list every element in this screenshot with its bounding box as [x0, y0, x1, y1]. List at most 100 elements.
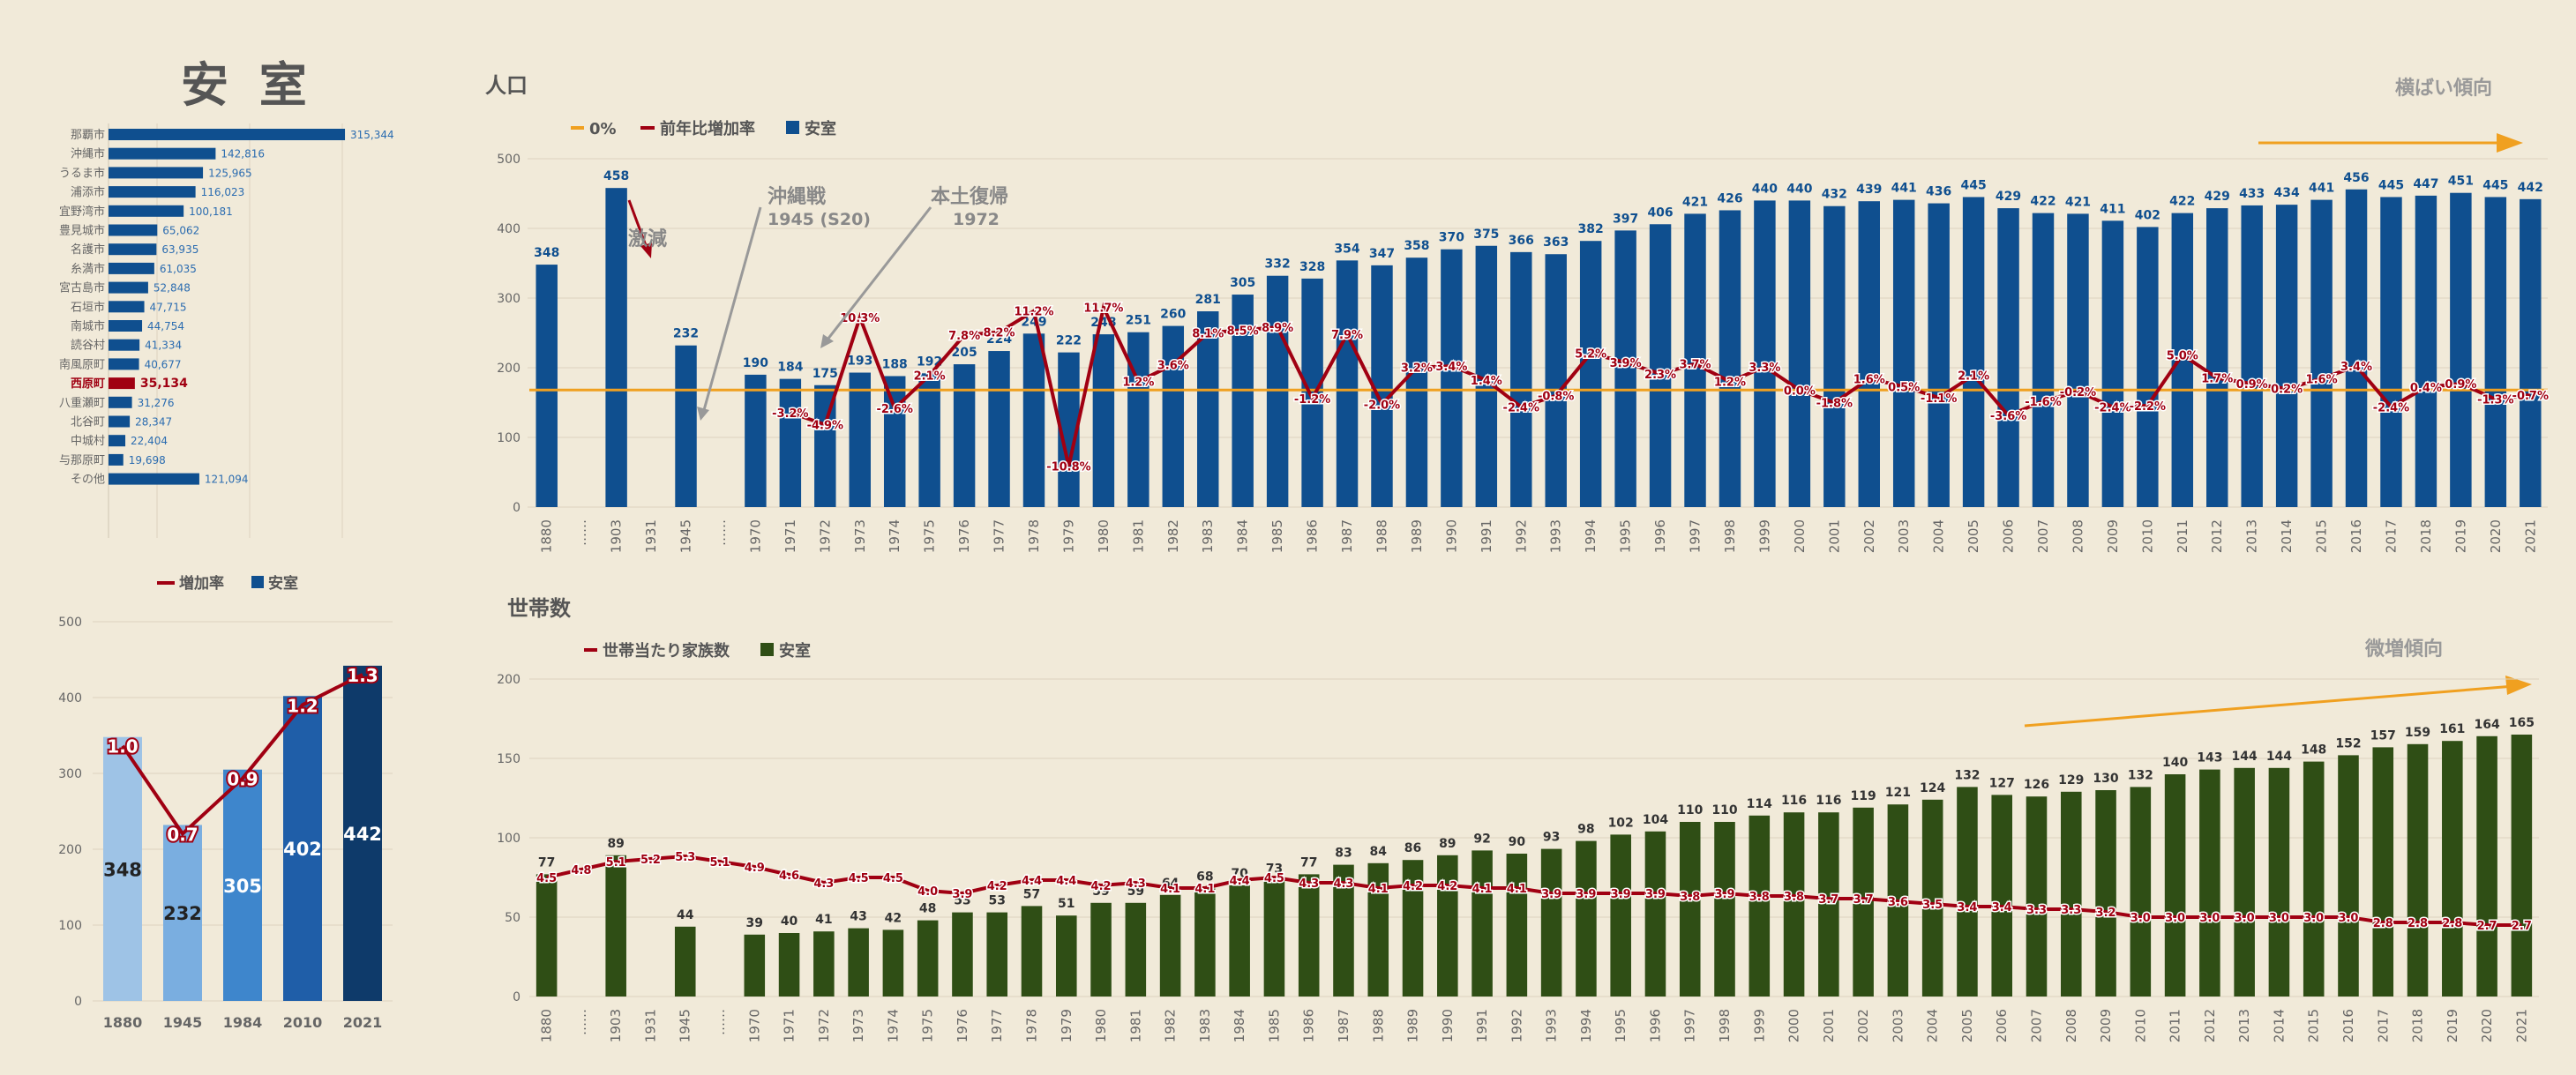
ranking-bar [109, 415, 131, 428]
population-bar-label: 347 [1369, 247, 1395, 261]
population-growth-line [790, 302, 2531, 467]
population-bar-label: 442 [2518, 181, 2543, 195]
households-bar-label: 92 [1473, 832, 1490, 846]
population-growth-label: 11.7% [1083, 302, 1123, 316]
population-bar [1197, 311, 1219, 507]
population-growth-label: 2.1% [914, 370, 946, 383]
households-family-label: 4.1 [1472, 883, 1493, 896]
population-xtick: 1971 [783, 519, 798, 553]
households-family-label: 4.1 [1368, 883, 1389, 896]
population-bar [2484, 197, 2507, 507]
households-bar [813, 931, 835, 997]
population-bar-label: 441 [2309, 182, 2334, 196]
small-rate-label: 0.7 [167, 824, 198, 845]
households-family-label: 4.4 [1022, 875, 1042, 888]
households-bar [1506, 854, 1528, 997]
population-bar [988, 351, 1010, 507]
population-legend-zero: 0% [589, 120, 617, 138]
population-xtick: 1979 [1060, 519, 1076, 553]
ranking-value-label: 100,181 [189, 205, 233, 218]
ranking-category-label: 北谷町 [71, 416, 105, 429]
population-bar [1441, 249, 1463, 507]
population-bar [1127, 332, 1149, 507]
households-bar-label: 140 [2162, 756, 2188, 770]
households-bar [1367, 862, 1389, 997]
population-growth-label: 0.2% [2271, 384, 2303, 397]
population-xtick: 1983 [1200, 519, 1216, 553]
population-growth-label: -1.1% [1921, 392, 1957, 406]
households-xtick: 1988 [1370, 1009, 1386, 1042]
ranking-bar [109, 243, 157, 256]
population-xtick: 1977 [992, 519, 1007, 553]
households-family-label: 3.9 [1541, 888, 1561, 901]
households-bar-label: 132 [2128, 768, 2153, 782]
population-bar [953, 364, 976, 507]
households-xtick: 1880 [539, 1009, 555, 1042]
households-bar-label: 48 [919, 902, 936, 916]
ranking-category-label: 八重瀬町 [59, 396, 105, 410]
ranking-bar [109, 473, 199, 485]
households-trend-arrowhead [2505, 676, 2532, 695]
population-growth-label: -1.6% [2025, 396, 2061, 409]
households-xtick: 1903 [608, 1009, 624, 1042]
households-bar [2130, 787, 2152, 997]
households-bar [1576, 840, 1597, 997]
households-xtick: …… [712, 1009, 728, 1035]
households-family-label: 3.7 [1818, 893, 1838, 907]
population-bar [1092, 334, 1115, 507]
households-family-label: 3.0 [2165, 912, 2185, 925]
small-bar-value: 442 [343, 824, 382, 845]
population-bar [605, 188, 627, 507]
households-bar [848, 928, 869, 997]
population-bar-label: 190 [743, 356, 768, 370]
population-legend-swatch [786, 121, 799, 134]
ranking-bar [109, 224, 158, 236]
population-xtick: …… [573, 519, 589, 546]
households-bar-label: 116 [1816, 794, 1841, 808]
population-bar-label: 451 [2448, 175, 2474, 189]
population-xtick: 1994 [1583, 519, 1599, 553]
households-xtick: 1976 [955, 1009, 970, 1042]
ranking-bar [109, 301, 145, 313]
ranking-category-label: 石垣市 [71, 300, 105, 314]
households-bar [1021, 906, 1043, 997]
ranking-bar [109, 339, 140, 351]
households-family-label: 4.4 [1056, 875, 1076, 888]
households-family-label: 5.3 [675, 851, 695, 864]
households-trend-arrow [2024, 684, 2515, 728]
households-family-label: 3.9 [952, 888, 972, 901]
households-bar [952, 912, 973, 997]
households-legend-swatch [760, 643, 774, 656]
population-growth-label: 0.9% [2445, 378, 2476, 392]
population-bar [2345, 189, 2368, 507]
households-chart: 世帯数 世帯当たり家族数 安室 微増傾向 0 50 100 150 200 1880 …… 1903 1… [494, 582, 2558, 1058]
population-xtick: 1993 [1548, 519, 1564, 553]
households-bar-label: 144 [2232, 750, 2258, 764]
small-ytick: 100 [58, 919, 82, 933]
population-growth-label: 1.6% [2306, 373, 2338, 386]
population-xtick: 1974 [887, 519, 902, 553]
households-bar [1783, 812, 1805, 997]
households-title: 世帯数 [507, 596, 572, 621]
population-chart-svg: 人口 0% 前年比増加率 安室 横ばい傾向 0 100 200 300 400 500 1880 …… 1… [485, 73, 2550, 553]
households-bar-label: 164 [2474, 718, 2499, 732]
households-family-label: 3.0 [2303, 912, 2324, 925]
households-family-label: 4.5 [849, 872, 869, 885]
households-bar-label: 159 [2405, 726, 2430, 740]
population-ytick: 400 [497, 222, 520, 236]
population-ytick: 200 [497, 362, 520, 376]
ranking-value-label: 65,062 [162, 225, 199, 237]
population-growth-label: 5.2% [1575, 348, 1606, 362]
population-xtick: 2004 [1931, 519, 1947, 553]
households-bar-label: 119 [1851, 789, 1876, 803]
households-xtick: 2009 [2098, 1009, 2114, 1042]
households-bar-label: 132 [1954, 768, 1980, 782]
population-bar [2275, 205, 2298, 507]
population-bar [2067, 213, 2089, 507]
households-bar [1437, 855, 1458, 997]
ranking-bar [109, 129, 346, 140]
population-growth-label: -2.4% [2373, 401, 2409, 414]
small-bar [223, 769, 262, 1001]
households-xtick: 2014 [2271, 1009, 2287, 1042]
households-bar-label: 157 [2370, 728, 2396, 743]
